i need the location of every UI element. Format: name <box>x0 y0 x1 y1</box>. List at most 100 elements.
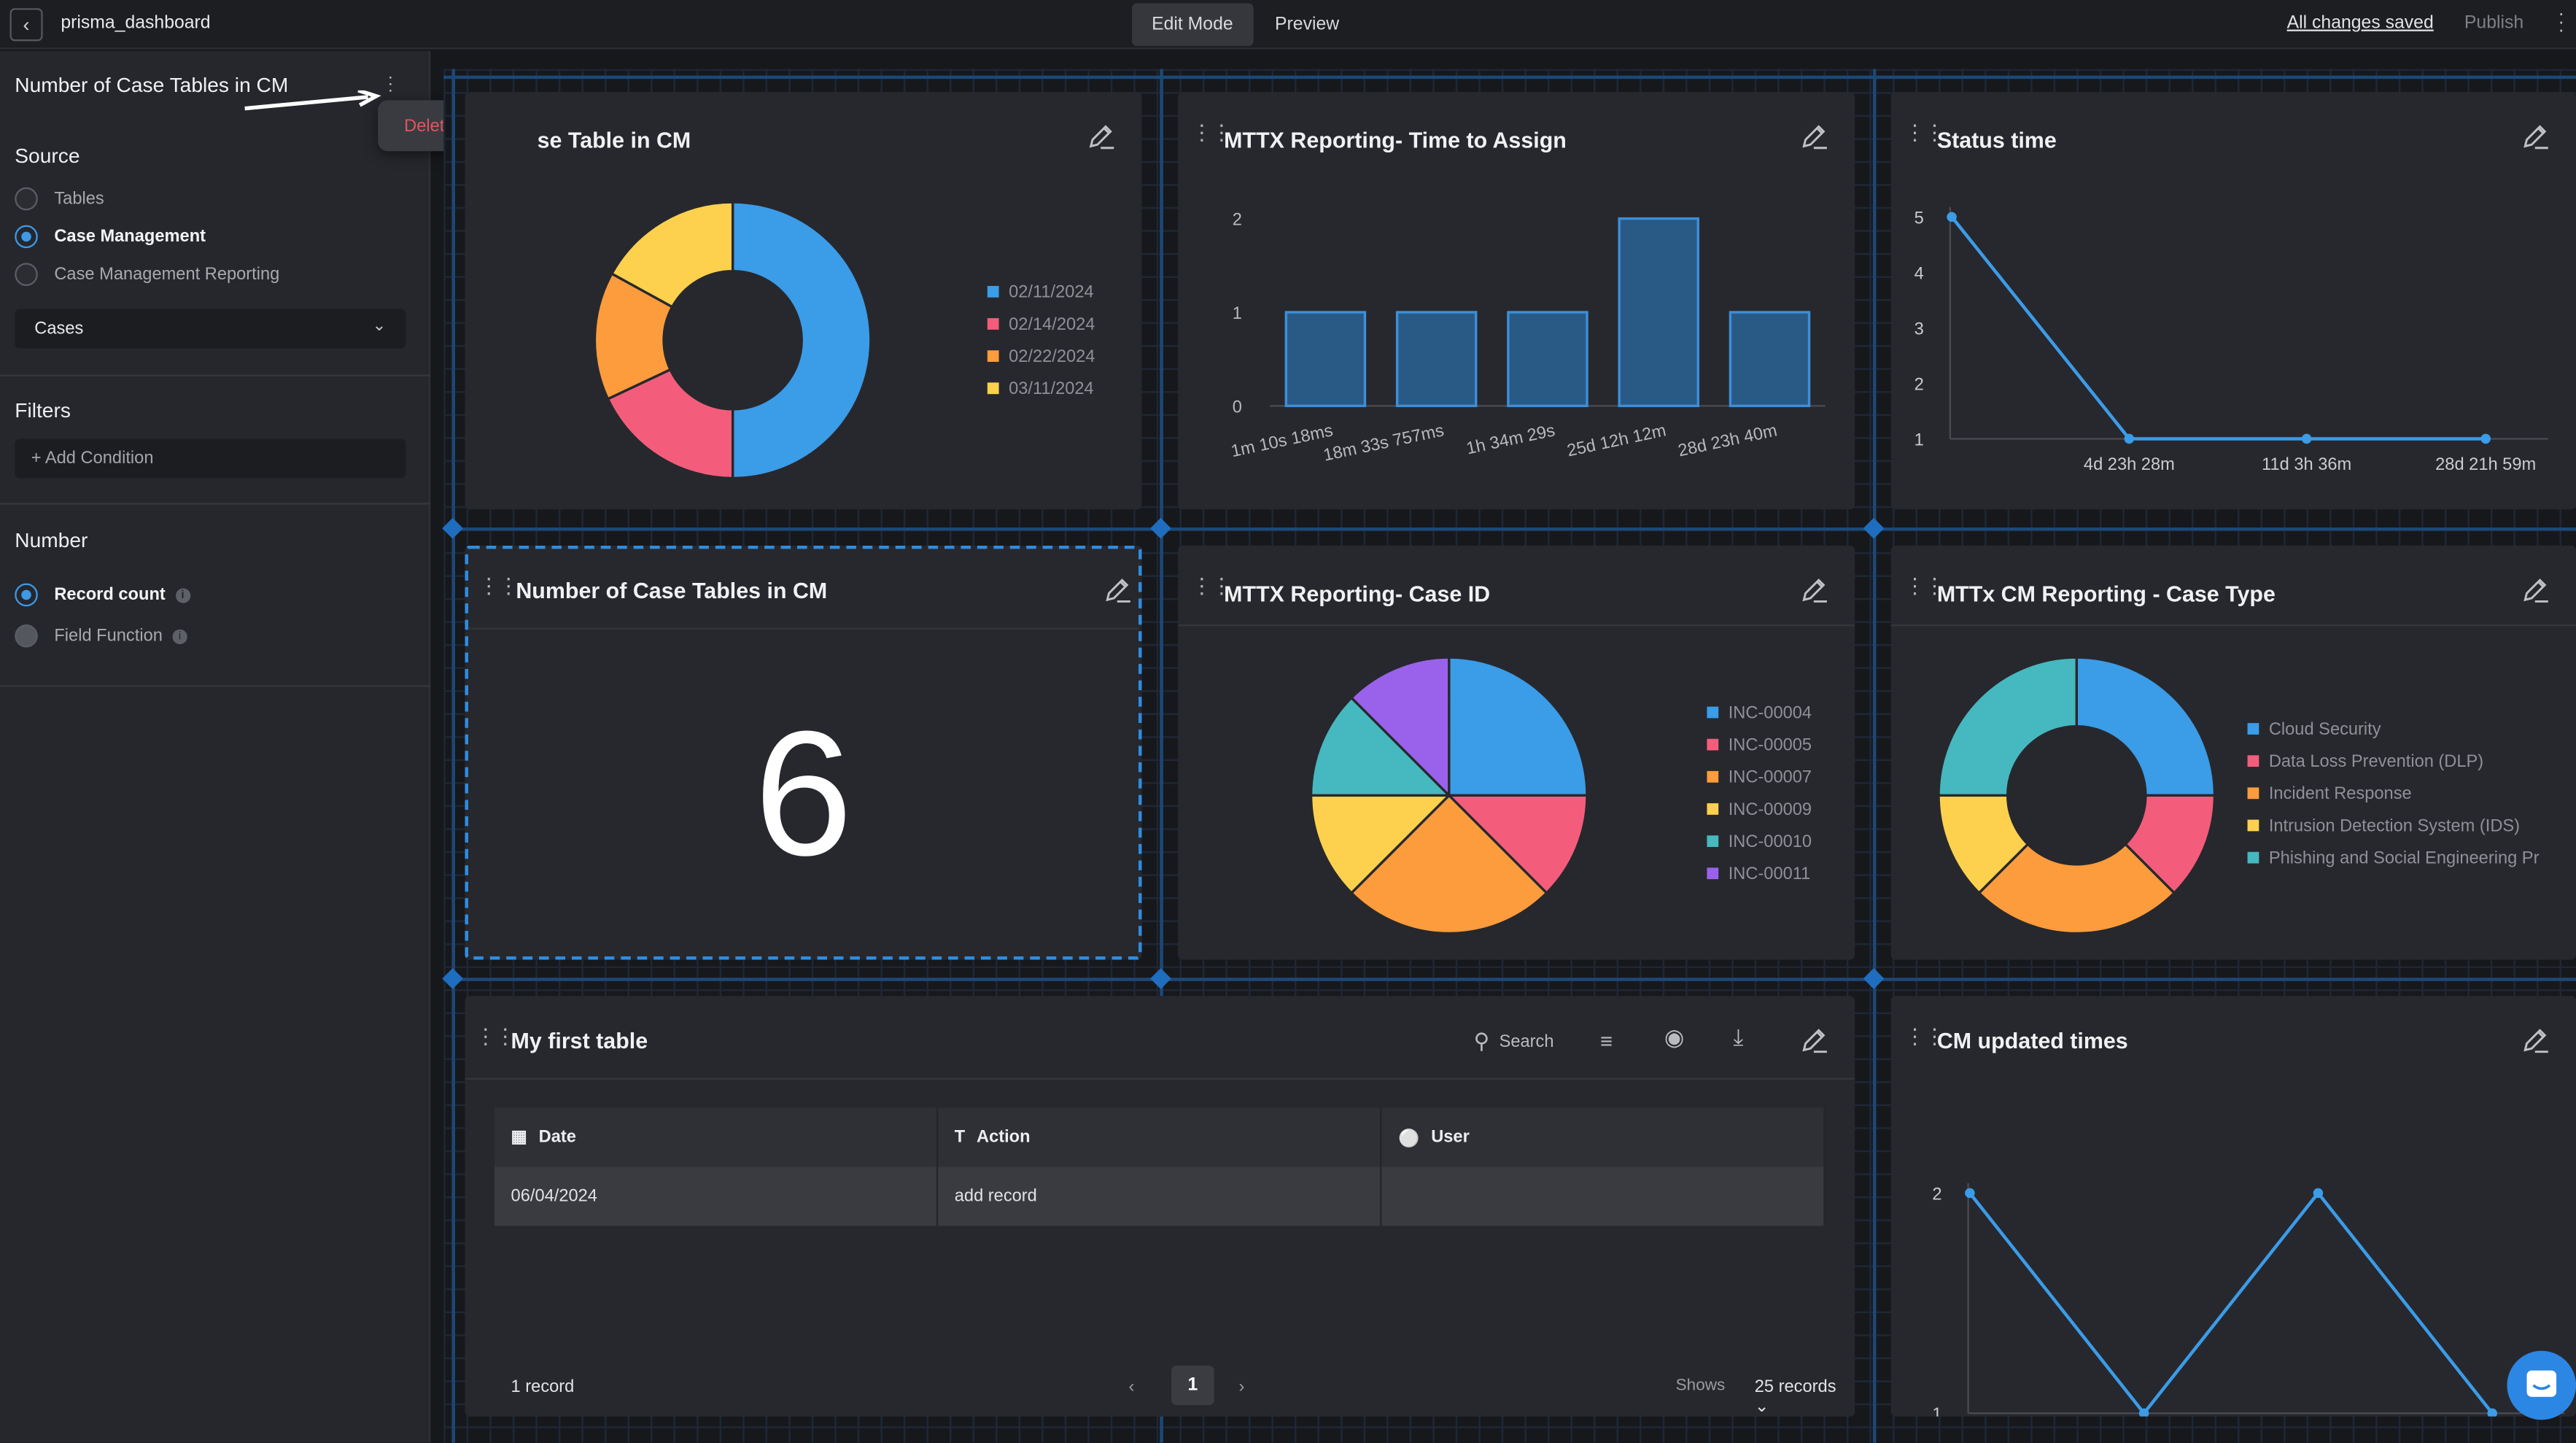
source-radio-case-management[interactable]: Case Management <box>15 225 206 249</box>
legend-label: 02/14/2024 <box>1009 315 1095 334</box>
drag-handle-icon[interactable]: ⋮⋮ <box>1904 120 1945 145</box>
legend-swatch <box>2247 787 2259 800</box>
more-vertical-icon[interactable]: · · · <box>2558 1 2565 42</box>
resize-handle[interactable] <box>1863 968 1885 989</box>
widget-more-icon[interactable]: · · · <box>387 69 394 101</box>
legend-label: INC-00010 <box>1729 832 1812 851</box>
legend-label: 02/11/2024 <box>1009 283 1094 302</box>
select-value: Cases <box>34 319 84 339</box>
edit-pencil-icon[interactable] <box>1102 575 1132 605</box>
filter-icon[interactable]: ≡ <box>1600 1029 1613 1053</box>
divider <box>0 374 431 376</box>
x-tick-label: 28d 21h 59m <box>2435 455 2536 474</box>
table-cell[interactable]: 06/04/2024 <box>494 1167 939 1226</box>
widget-card-cm-updated[interactable]: ⋮⋮ CM updated times 1203/11/202403/18/20… <box>1890 996 2576 1417</box>
legend-label: Data Loss Prevention (DLP) <box>2269 752 2483 771</box>
number-radio-record-count[interactable]: Record count i <box>15 583 190 607</box>
preview-button[interactable]: Preview <box>1275 15 1340 35</box>
edit-pencil-icon[interactable] <box>2520 122 2550 152</box>
page-size-select[interactable]: 25 records ⌄ <box>1755 1377 1855 1417</box>
pie-slice <box>1349 793 1548 935</box>
page-number-button[interactable]: 1 <box>1171 1365 1214 1405</box>
source-radio-case-management-reporting[interactable]: Case Management Reporting <box>15 263 279 286</box>
table-search[interactable]: ⚲ Search <box>1474 1029 1554 1055</box>
drag-handle-icon[interactable]: ⋮⋮ <box>478 573 519 598</box>
data-point <box>2138 1408 2149 1417</box>
pie-slice <box>2075 656 2216 797</box>
card-title: Status time <box>1936 128 2057 153</box>
info-icon[interactable]: i <box>172 628 187 643</box>
widget-card-time-to-assign[interactable]: ⋮⋮ MTTX Reporting- Time to Assign 0 1 2 1m … <box>1178 92 1855 510</box>
column-header-user[interactable]: ⚪ User <box>1381 1107 1826 1167</box>
chevron-down-icon: ⌄ <box>1754 1396 1769 1417</box>
drag-handle-icon[interactable]: ⋮⋮ <box>1904 1024 1945 1049</box>
column-header-action[interactable]: T Action <box>938 1107 1382 1167</box>
drag-handle-icon[interactable]: ⋮⋮ <box>1904 573 1945 598</box>
prev-page-icon[interactable]: ‹ <box>1128 1377 1135 1397</box>
legend-label: INC-00011 <box>1729 864 1811 883</box>
eye-icon[interactable]: ◉ <box>1664 1024 1685 1051</box>
edit-pencil-icon[interactable] <box>1086 122 1116 152</box>
number-radio-field-function[interactable]: Field Function i <box>15 624 187 648</box>
edit-pencil-icon[interactable] <box>1799 1026 1829 1056</box>
x-tick-label: 1m 10s 18ms <box>1230 421 1335 461</box>
drag-handle-icon[interactable]: ⋮⋮ <box>1191 120 1232 145</box>
chat-support-button[interactable] <box>2507 1350 2576 1420</box>
source-table-select[interactable]: Cases ⌄ <box>15 309 406 349</box>
next-page-icon[interactable]: › <box>1238 1377 1245 1397</box>
resize-handle[interactable] <box>1863 517 1885 539</box>
widget-card-case-type[interactable]: ⋮⋮ MTTx CM Reporting - Case Type Cloud S… <box>1890 545 2576 960</box>
edit-pencil-icon[interactable] <box>2520 1026 2550 1056</box>
info-icon[interactable]: i <box>175 587 190 603</box>
resize-handle[interactable] <box>1150 517 1171 539</box>
bar <box>1507 311 1588 408</box>
edit-pencil-icon[interactable] <box>1799 575 1829 605</box>
table-row[interactable]: 06/04/2024 add record <box>494 1167 1826 1226</box>
card-title: MTTX Reporting- Time to Assign <box>1224 128 1567 153</box>
drag-handle-icon[interactable]: ⋮⋮ <box>475 1024 516 1049</box>
chevron-left-icon: ‹ <box>23 13 30 36</box>
chevron-down-icon: ⌄ <box>372 317 387 336</box>
publish-button[interactable]: Publish <box>2464 13 2524 34</box>
source-radio-tables[interactable]: Tables <box>15 187 104 211</box>
y-tick-label: 1 <box>1233 304 1242 323</box>
legend-label: 03/11/2024 <box>1009 379 1094 398</box>
edit-mode-button[interactable]: Edit Mode <box>1132 3 1253 47</box>
widget-card-status-time[interactable]: ⋮⋮ Status time 1 2 3 4 5 4d 23h 28m 11d 3h 36m… <box>1890 92 2576 510</box>
card-title: CM updated times <box>1936 1029 2128 1053</box>
edit-pencil-icon[interactable] <box>2520 575 2550 605</box>
drag-handle-icon[interactable]: ⋮⋮ <box>1191 573 1232 598</box>
x-tick-label: 4d 23h 28m <box>2084 455 2175 474</box>
pie-slice <box>606 368 734 480</box>
resize-handle[interactable] <box>442 517 463 539</box>
back-button[interactable]: ‹ <box>9 8 43 42</box>
table-cell[interactable] <box>1381 1167 1826 1226</box>
app-title: prisma_dashboard <box>61 13 211 34</box>
pie-slice <box>731 201 872 480</box>
user-icon: ⚪ <box>1397 1128 1420 1148</box>
column-label: Date <box>538 1127 576 1148</box>
card-title: Number of Case Tables in CM <box>516 578 828 603</box>
download-icon[interactable]: ⤓ <box>1733 1024 1744 1051</box>
resize-handle[interactable] <box>442 968 463 989</box>
widget-card-case-id[interactable]: ⋮⋮ MTTX Reporting- Case ID INC-00004 INC-… <box>1178 545 1855 960</box>
grid-guide <box>443 527 2576 531</box>
grid-guide <box>443 978 2576 981</box>
data-point <box>2313 1188 2324 1199</box>
chat-icon <box>2526 1370 2557 1397</box>
shows-label: Shows <box>1675 1377 1726 1396</box>
y-tick-label: 0 <box>1233 398 1242 417</box>
edit-pencil-icon[interactable] <box>1799 122 1829 152</box>
radio-checked-icon <box>15 225 38 249</box>
y-tick-label: 5 <box>1914 209 1924 228</box>
resize-handle[interactable] <box>1150 968 1171 989</box>
changes-saved-link[interactable]: All changes saved <box>2286 13 2434 34</box>
column-header-date[interactable]: ▦ Date <box>494 1107 939 1167</box>
widget-card-donut1[interactable]: se Table in CM 02/11/2024 02/14/2024 02/22… <box>465 92 1142 510</box>
widget-card-number-case-tables[interactable]: ⋮⋮ Number of Case Tables in CM 6 <box>465 545 1142 960</box>
table-cell[interactable]: add record <box>938 1167 1382 1226</box>
add-condition-button[interactable]: + Add Condition <box>15 438 406 479</box>
